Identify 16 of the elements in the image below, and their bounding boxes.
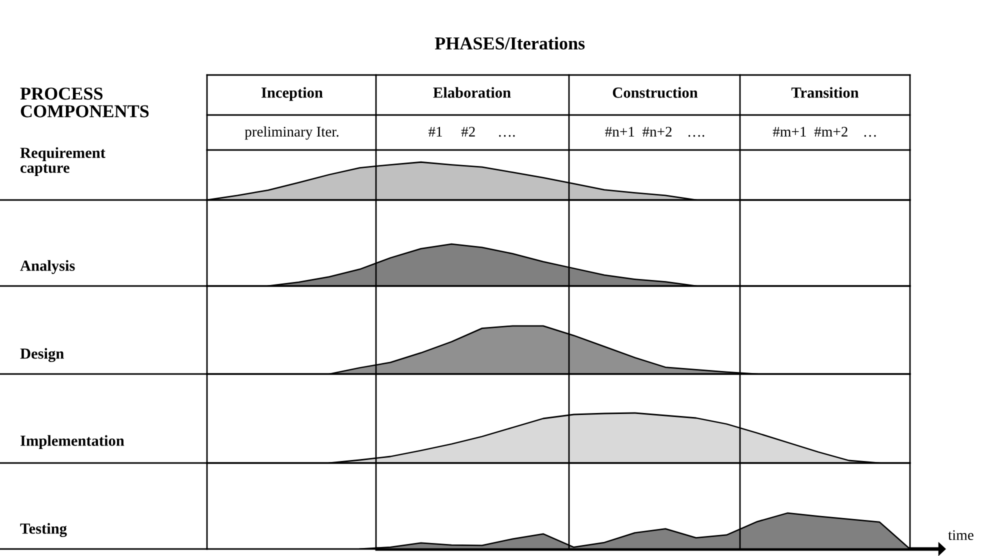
y-axis-title: Design xyxy=(20,348,64,362)
text: Elaboration xyxy=(433,87,511,98)
y-axis-title: Requirement capture xyxy=(20,147,106,176)
text: PROCESS COMPONENTS xyxy=(20,88,149,118)
text: Inception xyxy=(262,87,323,101)
text: Transition xyxy=(791,87,859,98)
y-axis-title: Testing xyxy=(20,523,67,537)
y-axis-title: Implementation xyxy=(20,435,124,449)
x-axis-title: time xyxy=(948,530,974,540)
text: #1 #2 …. xyxy=(428,126,515,137)
y-axis-title: Analysis xyxy=(20,260,75,274)
text: preliminary Iter. xyxy=(244,126,338,140)
text: #m+1 #m+2 … xyxy=(772,126,876,137)
text: Construction xyxy=(612,87,698,98)
text: #n+1 #n+2 …. xyxy=(605,126,704,137)
chart-title: PHASES/Iterations xyxy=(434,36,585,50)
